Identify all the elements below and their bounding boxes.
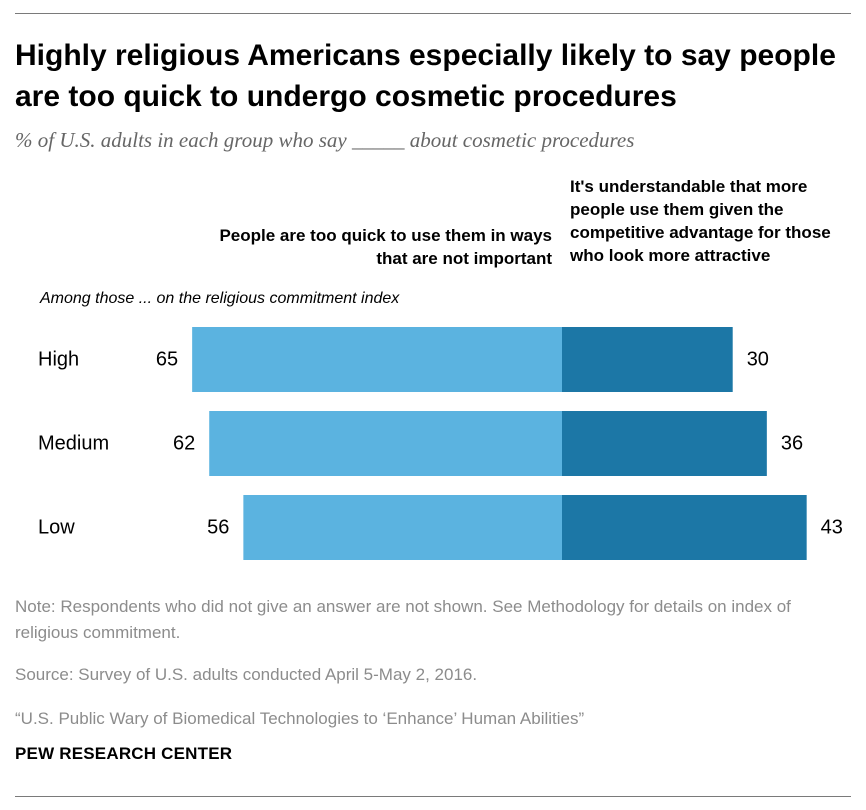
series-header-understandable: It's understandable that more people use…: [570, 177, 831, 265]
bar-too-quick-high: [192, 327, 562, 392]
value-label-understandable-low: 43: [821, 517, 843, 539]
bar-too-quick-medium: [209, 411, 562, 476]
bar-understandable-low: [562, 495, 807, 560]
value-label-understandable-medium: 36: [781, 433, 803, 455]
value-label-too-quick-medium: 62: [173, 433, 195, 455]
series-header-too-quick: People are too quick to use them in ways…: [219, 226, 552, 268]
bar-too-quick-low: [243, 495, 563, 560]
category-label-medium: Medium: [38, 433, 109, 455]
chart-title: Highly religious Americans especially li…: [15, 39, 836, 113]
value-label-understandable-high: 30: [747, 349, 769, 371]
bar-understandable-high: [562, 327, 733, 392]
bar-understandable-medium: [562, 411, 767, 476]
value-label-too-quick-low: 56: [207, 517, 229, 539]
report-title: “U.S. Public Wary of Biomedical Technolo…: [15, 709, 585, 728]
category-label-low: Low: [38, 517, 75, 539]
bottom-rule: [15, 796, 851, 797]
category-label-high: High: [38, 349, 79, 371]
chart-subtitle: % of U.S. adults in each group who say _…: [15, 128, 635, 152]
source-note: Source: Survey of U.S. adults conducted …: [15, 665, 478, 684]
pew-research-center-logo: PEW RESEARCH CENTER: [15, 744, 233, 763]
value-label-too-quick-high: 65: [156, 349, 178, 371]
top-rule: [15, 13, 851, 14]
group-note: Among those ... on the religious commitm…: [40, 290, 400, 307]
methodology-note: Note: Respondents who did not give an an…: [15, 597, 791, 642]
